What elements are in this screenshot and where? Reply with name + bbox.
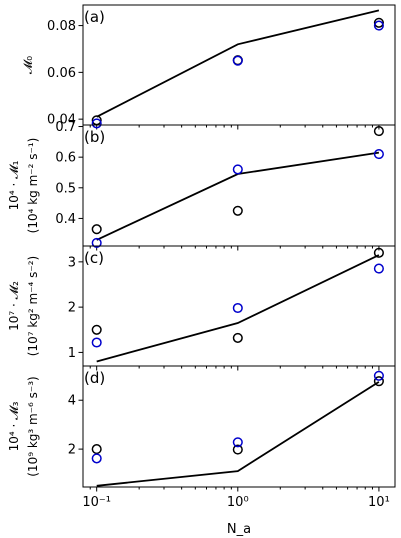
y-tick-label: 2 xyxy=(68,443,76,458)
y-tick-label: 0.6 xyxy=(55,151,76,166)
data-point-black xyxy=(232,205,243,216)
data-point-black xyxy=(91,444,102,455)
data-point-blue xyxy=(373,263,384,274)
data-point-blue xyxy=(91,453,102,464)
y-tick-label: 2 xyxy=(68,301,76,316)
y-tick-label: 0.7 xyxy=(55,120,76,135)
y-axis-label: 10⁴ · 𝓜₁ xyxy=(7,160,21,210)
x-axis-label: N_a xyxy=(227,522,251,537)
data-point-black xyxy=(232,444,243,455)
data-point-blue xyxy=(373,20,384,31)
data-point-black xyxy=(373,247,384,258)
data-point-blue xyxy=(91,237,102,248)
data-point-black xyxy=(373,376,384,387)
x-tick-label: 10⁰ xyxy=(227,495,249,510)
model-line xyxy=(96,381,380,487)
panel-label: (a) xyxy=(84,8,105,26)
y-tick-label: 3 xyxy=(68,255,76,270)
panel-label: (b) xyxy=(84,128,105,146)
data-point-blue xyxy=(373,149,384,160)
y-tick-label: 0.04 xyxy=(47,113,76,128)
data-point-blue xyxy=(232,437,243,448)
data-point-blue xyxy=(91,337,102,348)
data-point-blue xyxy=(91,118,102,129)
y-axis-label: (10⁹ kg³ m⁻⁶ s⁻³) xyxy=(26,376,40,477)
y-axis-label: 10⁷ · 𝓜₂ xyxy=(7,281,21,331)
y-tick-label: 0.08 xyxy=(47,19,76,34)
y-tick-label: 1 xyxy=(68,346,76,361)
panel-label: (d) xyxy=(84,369,105,387)
model-line xyxy=(96,254,380,363)
axes-frame xyxy=(82,124,396,247)
data-point-black xyxy=(373,126,384,137)
data-point-black xyxy=(232,332,243,343)
model-line xyxy=(96,9,380,118)
data-point-black xyxy=(91,324,102,335)
data-point-blue xyxy=(232,55,243,66)
y-tick-label: 0.06 xyxy=(47,66,76,81)
y-axis-label: (10⁴ kg m⁻² s⁻¹) xyxy=(26,138,40,234)
axes-frame xyxy=(82,365,396,488)
x-tick-label: 10¹ xyxy=(368,495,390,510)
data-point-black xyxy=(373,17,384,28)
data-point-blue xyxy=(373,370,384,381)
y-tick-label: 0.5 xyxy=(55,181,76,196)
y-tick-label: 0.4 xyxy=(55,212,76,227)
x-tick-label: 10⁻¹ xyxy=(82,495,111,510)
y-axis-label: (10⁷ kg² m⁻⁴ s⁻²) xyxy=(26,256,40,357)
axes-frame xyxy=(82,245,396,367)
y-tick-label: 4 xyxy=(68,394,76,409)
y-axis-label: 𝓜₀ xyxy=(21,56,35,74)
y-axis-label: 10⁴ · 𝓜₃ xyxy=(7,401,21,451)
data-point-blue xyxy=(232,302,243,314)
panel-label: (c) xyxy=(84,249,104,267)
data-point-black xyxy=(91,224,102,235)
data-point-blue xyxy=(232,164,243,175)
